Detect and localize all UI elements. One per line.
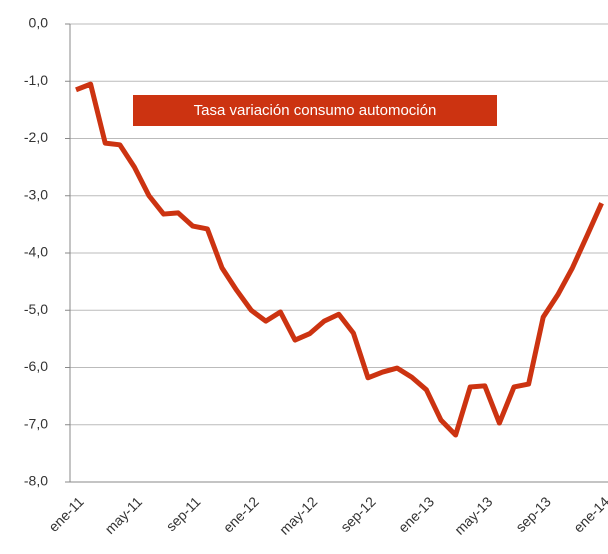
y-tick-label: 0,0 bbox=[29, 15, 49, 31]
y-tick-label: -8,0 bbox=[24, 473, 48, 489]
y-tick-label: -5,0 bbox=[24, 301, 48, 317]
x-tick-label: ene-12 bbox=[220, 493, 262, 535]
y-tick-label: -3,0 bbox=[24, 186, 48, 202]
x-tick-label: may-12 bbox=[276, 493, 320, 537]
data-line bbox=[75, 81, 604, 438]
x-tick-label: sep-12 bbox=[337, 493, 379, 535]
x-tick-label: may-13 bbox=[451, 493, 495, 537]
y-tick-label: -1,0 bbox=[24, 72, 48, 88]
x-tick-label: sep-11 bbox=[163, 493, 204, 534]
y-tick-label: -7,0 bbox=[24, 415, 48, 431]
x-tick-label: may-11 bbox=[102, 493, 146, 537]
y-tick-label: -2,0 bbox=[24, 129, 48, 145]
x-tick-label: ene-14 bbox=[570, 493, 608, 535]
legend-label: Tasa variación consumo automoción bbox=[194, 102, 437, 119]
x-tick-label: sep-13 bbox=[512, 493, 554, 535]
x-tick-label: ene-13 bbox=[395, 493, 437, 535]
y-tick-label: -4,0 bbox=[24, 244, 48, 260]
legend-box bbox=[133, 95, 497, 126]
y-tick-label: -6,0 bbox=[24, 358, 48, 374]
x-tick-label: ene-11 bbox=[45, 493, 87, 535]
